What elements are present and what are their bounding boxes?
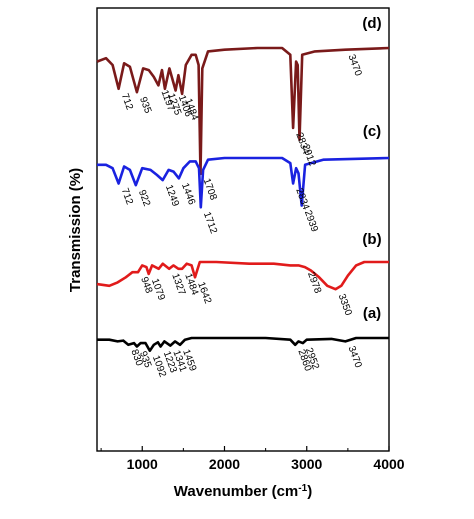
x-tick-label: 2000 (209, 456, 240, 472)
peak-label: 922 (136, 188, 152, 208)
series-layer (96, 46, 390, 353)
x-tick-label: 3000 (291, 456, 322, 472)
x-axis-ticks: 1000 2000 3000 4000 (100, 446, 405, 472)
peak-label: 3350 (336, 292, 354, 317)
peak-label: 935 (137, 95, 153, 115)
peak-label: 1708 (201, 177, 219, 202)
x-axis-title-superscript: -1 (298, 483, 307, 494)
series-line-d (96, 46, 390, 176)
series-label: (d) (362, 15, 381, 32)
x-tick-label: 1000 (127, 456, 158, 472)
peak-label: 1249 (163, 183, 181, 208)
series-labels: (d) (c) (b) (a) (362, 15, 381, 322)
peak-label: 2912 (300, 143, 318, 168)
peak-label: 2939 (302, 209, 320, 234)
peak-label: 3470 (346, 345, 364, 370)
series-line-b (96, 260, 389, 291)
peak-label: 1712 (201, 211, 219, 236)
x-tick-label: 4000 (373, 456, 404, 472)
y-axis-title: Transmission (%) (67, 168, 84, 292)
series-label: (a) (363, 305, 381, 322)
series-line-a (97, 336, 389, 353)
series-label: (c) (363, 123, 381, 140)
series-label: (b) (362, 231, 381, 248)
series-line-c (97, 156, 390, 209)
x-axis-title: Wavenumber (cm-1) (174, 483, 312, 501)
x-axis-title-main: Wavenumber (cm (174, 483, 298, 500)
peak-label: 2834 (293, 187, 311, 212)
peak-label: 712 (119, 92, 135, 112)
plot-frame (96, 7, 390, 452)
peak-label: 2978 (305, 270, 323, 295)
peak-label: 1446 (179, 182, 197, 207)
peak-label: 712 (119, 187, 135, 207)
x-axis-title-close: ) (307, 483, 312, 500)
peak-label: 3470 (346, 53, 364, 78)
peak-annotations: 712 935 1197127514061484170828342912347071… (119, 53, 364, 379)
